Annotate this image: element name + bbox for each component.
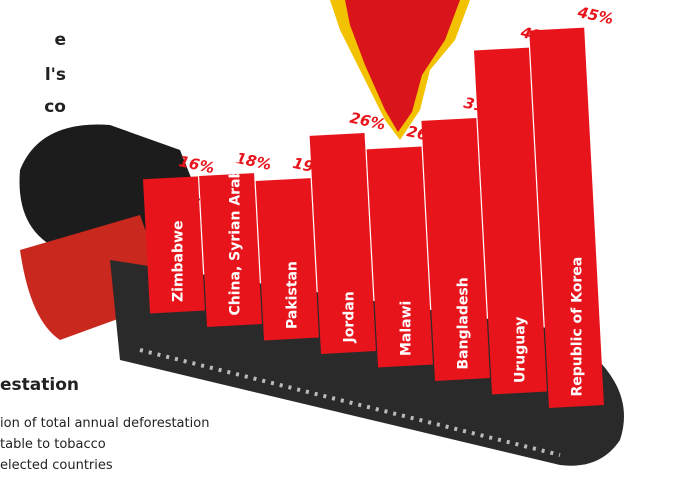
heading-fragment: l's xyxy=(45,65,66,85)
category-label: Malawi xyxy=(399,301,415,356)
category-label: Zimbabwe xyxy=(171,221,187,302)
subtitle-line: ion of total annual deforestation xyxy=(0,416,209,431)
bar xyxy=(255,178,319,341)
bar xyxy=(529,27,604,408)
category-label: Jordan xyxy=(342,291,358,343)
category-label: Pakistan xyxy=(285,261,301,329)
chain-teeth xyxy=(139,348,561,457)
bar xyxy=(474,47,547,395)
value-label: 45% xyxy=(575,3,615,28)
category-label: China, Syrian Arab Republic xyxy=(228,95,244,315)
heading-fragment: co xyxy=(44,97,66,117)
subtitle: ion of total annual deforestation table t… xyxy=(0,416,209,473)
category-label: Bangladesh xyxy=(456,277,472,369)
map-shape xyxy=(345,0,460,132)
value-label: 26% xyxy=(348,109,387,134)
chart-title: estation xyxy=(0,375,79,395)
bar xyxy=(366,146,433,368)
bar xyxy=(421,118,490,381)
category-label: Republic of Korea xyxy=(570,257,586,397)
heading: e l's co xyxy=(44,30,66,117)
heading-fragment: e xyxy=(54,30,66,50)
category-label: Uruguay xyxy=(513,317,529,383)
bar xyxy=(143,176,205,314)
bar xyxy=(309,132,376,354)
bar xyxy=(199,173,262,327)
subtitle-line: elected countries xyxy=(0,458,113,473)
subtitle-line: table to tobacco xyxy=(0,437,106,452)
